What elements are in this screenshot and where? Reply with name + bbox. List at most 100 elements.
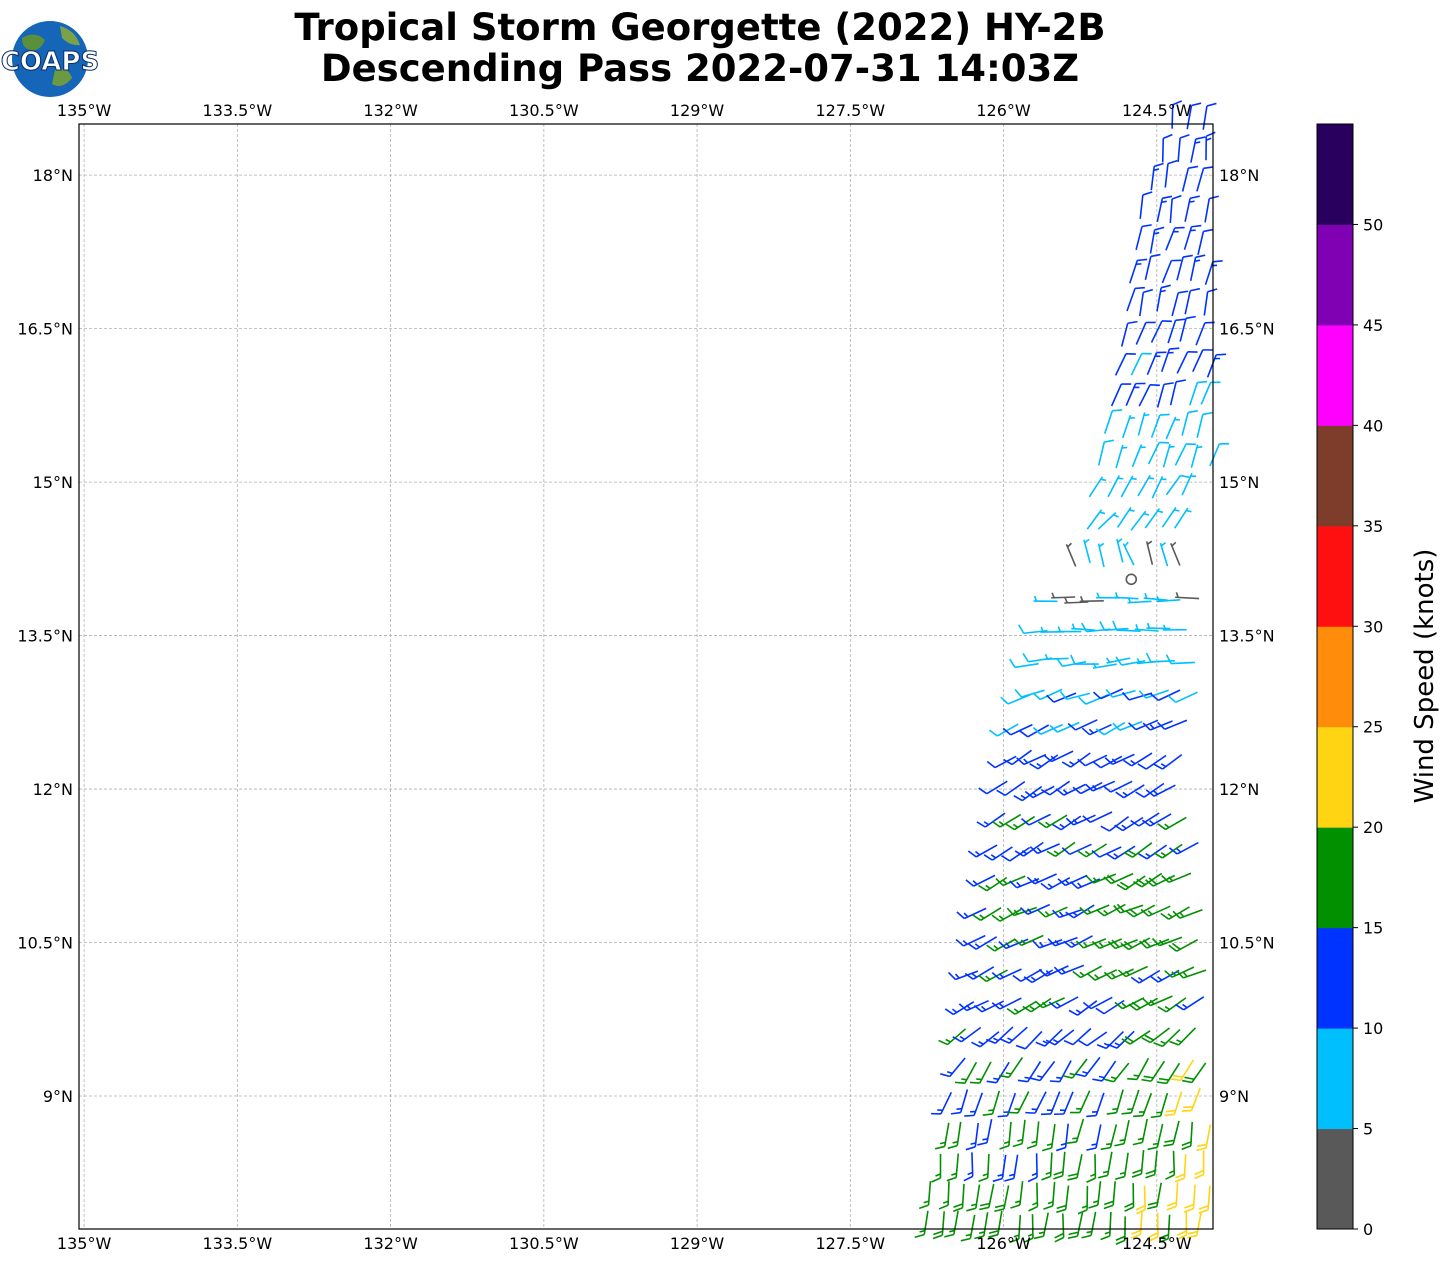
wind-barb	[1051, 592, 1076, 599]
barb-half-flag	[1045, 1171, 1052, 1175]
barb-flag	[1068, 1231, 1079, 1236]
barb-shaft	[1013, 1154, 1019, 1179]
barb-flag	[1137, 258, 1148, 262]
barb-shaft	[963, 907, 987, 920]
barb-flag	[1061, 761, 1072, 768]
wind-barb	[1165, 474, 1191, 496]
barb-half-flag	[1127, 1108, 1133, 1111]
wind-barb	[1057, 626, 1082, 633]
barb-half-flag	[1138, 1111, 1145, 1113]
barb-half-flag	[1205, 137, 1212, 141]
barb-half-flag	[1110, 1076, 1117, 1080]
barb-shaft	[1107, 475, 1120, 498]
wind-barb	[1181, 1087, 1201, 1112]
barb-flag	[1055, 1146, 1066, 1152]
barb-flag	[1054, 1236, 1064, 1243]
barb-shaft	[1139, 292, 1145, 317]
barb-flag	[1139, 940, 1148, 949]
barb-flag	[1174, 1177, 1185, 1183]
barb-flag	[1126, 849, 1137, 856]
barb-flag	[999, 1145, 1010, 1150]
barb-half-flag	[1098, 542, 1105, 548]
barb-flag	[1075, 940, 1085, 949]
wind-barb	[967, 844, 998, 858]
wind-barb	[1088, 476, 1107, 498]
lat-tick-label-left: 9°N	[43, 1087, 73, 1106]
barb-flag	[1004, 1177, 1015, 1182]
wind-barb	[1095, 903, 1126, 917]
barb-flag	[1034, 1000, 1044, 1009]
barb-flag	[1128, 908, 1138, 916]
barb-half-flag	[1036, 847, 1042, 853]
wind-barb	[985, 1026, 1014, 1045]
lon-tick-label-bottom: 126°W	[976, 1234, 1031, 1253]
barb-shaft	[1014, 662, 1039, 669]
barb-half-flag	[1007, 1037, 1013, 1042]
barb-flag	[1142, 998, 1151, 1007]
wind-barb	[955, 934, 986, 947]
wind-barb	[1083, 538, 1091, 564]
wind-barb	[1187, 1211, 1202, 1239]
barb-half-flag	[993, 1037, 999, 1042]
barb-half-flag	[1060, 968, 1066, 974]
barb-half-flag	[1168, 876, 1174, 882]
barb-half-flag	[970, 1110, 976, 1113]
barb-half-flag	[1160, 289, 1166, 293]
wind-barb	[965, 874, 996, 887]
barb-flag	[978, 1177, 989, 1183]
wind-barb	[1145, 1150, 1158, 1179]
barb-half-flag	[1129, 509, 1135, 512]
barb-half-flag	[1079, 971, 1085, 977]
barb-shaft	[1099, 846, 1122, 858]
barb-flag	[1091, 940, 1101, 949]
wind-barbs	[914, 100, 1230, 1246]
barb-flag	[1181, 1141, 1192, 1147]
barb-flag	[944, 1233, 955, 1238]
barb-half-flag	[1026, 908, 1032, 914]
barb-flag	[1150, 253, 1161, 258]
barb-flag	[1026, 876, 1036, 885]
barb-flag	[1167, 695, 1177, 703]
barb-half-flag	[1119, 1138, 1126, 1142]
barb-shaft	[1207, 1185, 1211, 1210]
barb-half-flag	[1137, 977, 1144, 982]
barb-flag	[1171, 259, 1182, 262]
barb-shaft	[975, 844, 998, 858]
barb-flag	[1056, 1208, 1066, 1214]
wind-barb	[1163, 1120, 1180, 1147]
barb-half-flag	[1082, 941, 1088, 947]
wind-barb	[1115, 444, 1128, 469]
colorbar-bin	[1317, 827, 1353, 929]
barb-flag	[1014, 688, 1023, 698]
wind-barb	[1130, 1210, 1143, 1239]
barb-flag	[956, 911, 965, 920]
wind-barb	[1115, 1216, 1126, 1246]
wind-barb	[1088, 1181, 1102, 1209]
barb-flag	[1147, 1146, 1158, 1151]
wind-barb	[1164, 1091, 1183, 1117]
wind-barb	[1137, 754, 1167, 770]
wind-barb	[1143, 592, 1168, 601]
barb-flag	[1106, 1111, 1117, 1115]
barb-flag	[1049, 1080, 1060, 1083]
wind-barb	[1081, 723, 1112, 736]
barb-flag	[1138, 690, 1147, 699]
barb-shaft	[1037, 843, 1060, 855]
wind-barb	[1041, 1152, 1053, 1181]
barb-half-flag	[1016, 881, 1022, 887]
wind-barb	[1005, 815, 1036, 831]
wind-barb	[914, 1210, 929, 1238]
barb-shaft	[1145, 689, 1169, 699]
barb-shaft	[1200, 382, 1212, 405]
wind-barb	[1125, 904, 1156, 918]
barb-shaft	[1080, 965, 1103, 979]
barb-shaft	[1169, 198, 1173, 223]
barb-flag	[932, 1234, 943, 1240]
barb-shaft	[1137, 474, 1151, 497]
barb-flag	[978, 974, 987, 983]
barb-half-flag	[1113, 513, 1119, 518]
barb-flag	[991, 972, 1001, 980]
barb-shaft	[1121, 660, 1146, 666]
barb-flag	[1037, 909, 1046, 918]
barb-shaft	[1169, 381, 1177, 406]
